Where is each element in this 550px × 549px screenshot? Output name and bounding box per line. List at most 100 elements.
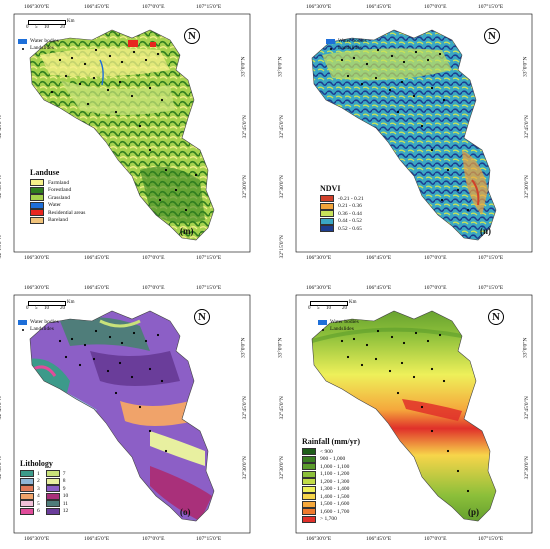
legend-label: 1,200 - 1,300 bbox=[320, 478, 350, 485]
coord-left-1: 33°0'0"N bbox=[277, 337, 284, 358]
landslide-label: Landslides bbox=[30, 45, 54, 52]
coord-bottom-4: 107°15'0"E bbox=[196, 536, 222, 542]
scale-tick-5: 5 bbox=[317, 306, 320, 311]
ndvi-map bbox=[295, 13, 533, 253]
legend-item: 11 bbox=[45, 500, 69, 508]
coord-left-2: 32°45'0"N bbox=[0, 115, 3, 139]
legend-label: 0.21 - 0.36 bbox=[338, 203, 362, 210]
coord-left-3: 32°30'0"N bbox=[0, 456, 3, 480]
legend-title: Lithology bbox=[20, 459, 53, 468]
legend-swatch bbox=[320, 210, 334, 218]
legend-label: 1 bbox=[37, 470, 40, 477]
legend-swatch bbox=[45, 500, 60, 508]
panel-label: (o) bbox=[180, 507, 191, 517]
legend-swatch bbox=[302, 500, 316, 508]
legend-label: Residential areas bbox=[48, 209, 86, 216]
coord-left-3: 32°30'0"N bbox=[0, 175, 3, 199]
water-label: Water bodies bbox=[30, 38, 59, 45]
coord-bottom-2: 106°45'0"E bbox=[366, 255, 392, 261]
legend-swatch bbox=[45, 507, 60, 515]
scale-tick-20: 20 bbox=[60, 306, 65, 311]
coord-bottom-3: 107°0'0"E bbox=[424, 255, 447, 261]
legend-swatch bbox=[20, 500, 34, 508]
legend-title: Landuse bbox=[30, 168, 60, 177]
coord-right-3: 32°30'0"N bbox=[241, 456, 248, 480]
legend-item: 900 - 1,000 bbox=[302, 455, 360, 464]
legend-label: 900 - 1,000 bbox=[320, 456, 346, 463]
panel-label: (p) bbox=[468, 507, 479, 517]
legend-item: 3 bbox=[20, 485, 40, 493]
coord-right-3: 32°30'0"N bbox=[523, 456, 530, 480]
coord-top-1: 106°30'0"E bbox=[24, 4, 50, 10]
water-label: Water bodies bbox=[338, 38, 367, 45]
rainfall-legend: Rainfall (mm/yr) < 900 900 - 1,000 1,000 -… bbox=[302, 437, 360, 523]
legend-item: Forestland bbox=[30, 186, 85, 195]
legend-swatch bbox=[20, 477, 34, 485]
legend-label: 0.44 - 0.52 bbox=[338, 218, 362, 225]
legend-item: 12 bbox=[45, 507, 68, 516]
coord-left-3: 32°30'0"N bbox=[278, 175, 285, 199]
coord-right-2: 32°45'0"N bbox=[241, 115, 248, 139]
legend-label: 5 bbox=[37, 500, 40, 507]
legend-item: 1,000 - 1,100 bbox=[302, 463, 360, 471]
legend-label: 1,000 - 1,100 bbox=[320, 463, 350, 470]
landslide-dot-icon bbox=[318, 328, 327, 331]
panel-rainfall: 106°30'0"E 106°45'0"E 107°0'0"E 107°15'0… bbox=[277, 281, 550, 549]
landslide-label: Landslides bbox=[338, 45, 362, 52]
legend-label: 1,600 - 1,700 bbox=[320, 508, 350, 515]
legend-label: Forestland bbox=[48, 187, 72, 194]
legend-item: Grassland bbox=[30, 194, 85, 202]
coord-top-3: 107°0'0"E bbox=[424, 285, 447, 291]
legend-item: 1,200 - 1,300 bbox=[302, 478, 360, 486]
panel-ndvi: 106°30'0"E 106°45'0"E 107°0'0"E 107°15'0… bbox=[277, 0, 550, 268]
landslide-dot-icon bbox=[18, 47, 27, 50]
legend-label: Grassland bbox=[48, 194, 70, 201]
coord-left-1: 33°0'0"N bbox=[0, 338, 2, 358]
coord-bottom-4: 107°15'0"E bbox=[478, 536, 504, 542]
legend-swatch bbox=[45, 470, 60, 478]
coord-top-1: 106°30'0"E bbox=[306, 285, 332, 291]
legend-item: 7 bbox=[45, 470, 69, 478]
legend-item: 1 bbox=[20, 470, 40, 478]
legend-label: Farmland bbox=[48, 179, 70, 186]
legend-label: 11 bbox=[62, 500, 69, 507]
coord-top-4: 107°15'0"E bbox=[196, 4, 222, 10]
legend-swatch bbox=[302, 493, 316, 501]
legend-item: 2 bbox=[20, 477, 40, 486]
lithology-legend: Lithology 1 7 2 8 3 9 4 10 5 11 6 12 bbox=[20, 459, 68, 515]
coord-right-3: 32°30'0"N bbox=[523, 175, 530, 199]
coord-left-1: 33°0'0"N bbox=[0, 57, 2, 77]
legend-label: 1,300 - 1,400 bbox=[320, 486, 350, 493]
landslide-dot-icon bbox=[326, 47, 335, 50]
legend-swatch bbox=[30, 194, 44, 202]
legend-label: 0.52 - 0.65 bbox=[338, 225, 362, 232]
north-arrow-icon: N bbox=[184, 28, 200, 44]
coord-bottom-2: 106°45'0"E bbox=[84, 255, 110, 261]
legend-item: Water bbox=[30, 201, 85, 210]
coord-left-4: 32°15'0"N bbox=[278, 235, 285, 259]
coord-top-4: 107°15'0"E bbox=[478, 285, 504, 291]
legend-label: > 1,700 bbox=[320, 516, 337, 523]
legend-item: 0.36 - 0.44 bbox=[320, 210, 364, 218]
coord-bottom-3: 107°0'0"E bbox=[142, 255, 165, 261]
legend-item: 10 bbox=[45, 492, 68, 501]
scale-tick-0: 0 bbox=[308, 306, 311, 311]
coord-bottom-1: 106°30'0"E bbox=[24, 255, 50, 261]
water-swatch bbox=[318, 320, 327, 325]
scale-bar bbox=[28, 301, 66, 306]
legend-swatch bbox=[302, 478, 316, 486]
legend-label: 2 bbox=[37, 478, 40, 485]
north-arrow-icon: N bbox=[484, 28, 500, 44]
legend-item: 4 bbox=[20, 492, 40, 501]
landuse-legend: Landuse Farmland Forestland Grassland Water… bbox=[30, 168, 85, 224]
legend-item: 0.44 - 0.52 bbox=[320, 217, 364, 226]
coord-top-3: 107°0'0"E bbox=[142, 4, 165, 10]
common-legend: Water bodies Landslides bbox=[18, 319, 59, 333]
legend-swatch bbox=[20, 507, 34, 515]
scale-tick-20: 20 bbox=[60, 25, 65, 30]
scale-bar bbox=[310, 301, 348, 306]
scale-unit: Km bbox=[67, 19, 75, 24]
legend-item: > 1,700 bbox=[302, 515, 360, 524]
coord-top-1: 106°30'0"E bbox=[306, 4, 332, 10]
scale-unit: Km bbox=[349, 300, 357, 305]
